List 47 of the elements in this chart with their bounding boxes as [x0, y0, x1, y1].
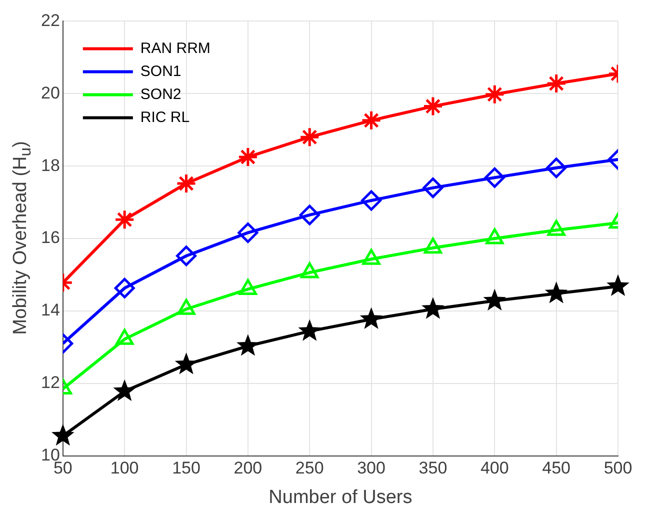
point: [546, 158, 567, 178]
point: [422, 96, 444, 117]
point: [484, 84, 505, 105]
x-tick-label: 450: [542, 458, 571, 478]
point: [483, 288, 506, 310]
point: [546, 73, 567, 94]
point: [236, 334, 260, 356]
legend-label: SON1: [140, 62, 182, 80]
point: [114, 209, 135, 230]
y-tick-label: 22: [40, 10, 60, 30]
point: [360, 307, 383, 329]
x-tick-label: 400: [480, 458, 509, 478]
x-tick-label: 200: [234, 458, 262, 478]
x-tick-label: 100: [110, 458, 139, 478]
point: [176, 246, 197, 266]
point: [422, 297, 444, 319]
point: [176, 173, 197, 194]
legend-label: RAN RRM: [140, 40, 210, 57]
point: [484, 167, 505, 188]
point: [238, 146, 258, 168]
point: [116, 328, 134, 345]
point: [299, 204, 320, 226]
x-tick-label: 350: [418, 458, 448, 478]
point: [422, 178, 444, 198]
point: [113, 379, 136, 402]
point: [361, 190, 382, 211]
x-axis-title: Number of Users: [268, 486, 412, 508]
point: [298, 319, 322, 341]
point: [238, 222, 258, 243]
y-tick-label: 20: [40, 83, 60, 102]
y-tick-label: 16: [40, 228, 60, 248]
point: [544, 282, 568, 304]
x-tick-label: 150: [172, 458, 200, 478]
x-tick-label: 300: [357, 458, 386, 478]
y-tick-label: 12: [40, 373, 60, 392]
legend-label: RIC RL: [140, 108, 190, 126]
y-tick-label: 14: [40, 300, 60, 320]
y-tick-label: 18: [40, 156, 60, 175]
point: [114, 278, 135, 298]
x-tick-label: 250: [295, 458, 324, 478]
point: [177, 298, 196, 315]
point: [361, 110, 382, 131]
point: [51, 424, 74, 446]
point: [299, 126, 320, 148]
point: [606, 274, 630, 296]
x-tick-label: 500: [604, 458, 632, 478]
legend-label: SON2: [140, 86, 182, 103]
